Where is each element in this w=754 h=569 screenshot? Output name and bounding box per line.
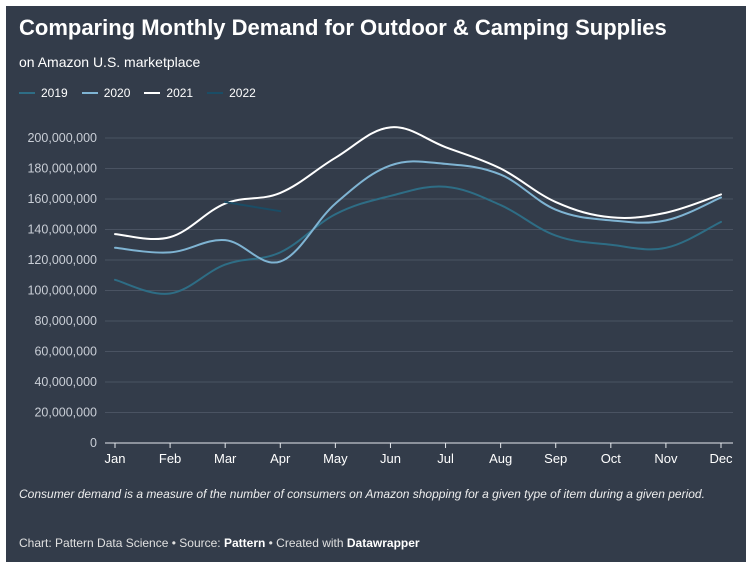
chart-subtitle: on Amazon U.S. marketplace [19,54,201,70]
x-tick-label: Mar [214,451,237,466]
series-line-2021 [114,126,722,241]
y-tick-label: 180,000,000 [27,162,97,176]
legend-label: 2021 [166,86,194,100]
legend-item-2021: 2021 [144,86,193,100]
legend-item-2019: 2019 [19,86,68,100]
legend-swatch [19,92,35,94]
credit-tool: Datawrapper [346,536,420,550]
legend-swatch [81,92,98,94]
chart-legend: 2019 2020 2021 2022 [19,86,256,100]
chart-credit: Chart: Pattern Data Science • Source: Pa… [19,536,420,550]
y-tick-label: 120,000,000 [27,253,97,267]
line-chart: 0 20,000,000 40,000,000 60,000,000 80,000,00… [27,126,733,466]
x-tick-label: Nov [654,451,678,466]
chart-title: Comparing Monthly Demand for Outdoor & C… [19,15,667,40]
legend-item-2022: 2022 [207,86,256,100]
y-tick-label: 60,000,000 [34,345,97,359]
y-tick-label: 160,000,000 [27,192,97,206]
chart-card: Comparing Monthly Demand for Outdoor & C… [6,6,746,562]
legend-swatch [207,92,224,94]
chart-note: Consumer demand is a measure of the numb… [19,487,705,501]
credit-middle: • Created with [265,536,347,550]
legend-label: 2022 [229,86,256,100]
x-tick-label: Apr [270,451,291,466]
y-tick-label: 140,000,000 [27,223,97,237]
x-tick-label: May [323,451,348,466]
y-tick-label: 40,000,000 [34,375,97,389]
y-tick-label: 20,000,000 [34,406,97,420]
x-tick-label: Jan [105,451,126,466]
x-tick-label: Dec [709,451,733,466]
x-tick-label: Feb [159,451,181,466]
x-tick-label: Oct [601,451,622,466]
legend-item-2020: 2020 [81,86,131,100]
y-tick-label: 100,000,000 [27,284,97,298]
x-tick-label: Aug [489,451,512,466]
x-tick-label: Sep [544,451,567,466]
legend-swatch [144,92,161,94]
x-tick-label: Jun [380,451,401,466]
series-line-2020 [114,160,722,264]
legend-label: 2019 [41,86,68,100]
y-tick-label: 0 [90,436,97,450]
series-line-2019 [114,185,722,295]
y-tick-label: 200,000,000 [27,131,97,145]
credit-source: Pattern [223,536,266,550]
y-tick-label: 80,000,000 [34,314,97,328]
credit-prefix: Chart: Pattern Data Science • Source: [19,536,224,550]
series-line-2022 [224,201,282,213]
x-tick-label: Jul [437,451,454,466]
legend-label: 2020 [103,86,131,100]
